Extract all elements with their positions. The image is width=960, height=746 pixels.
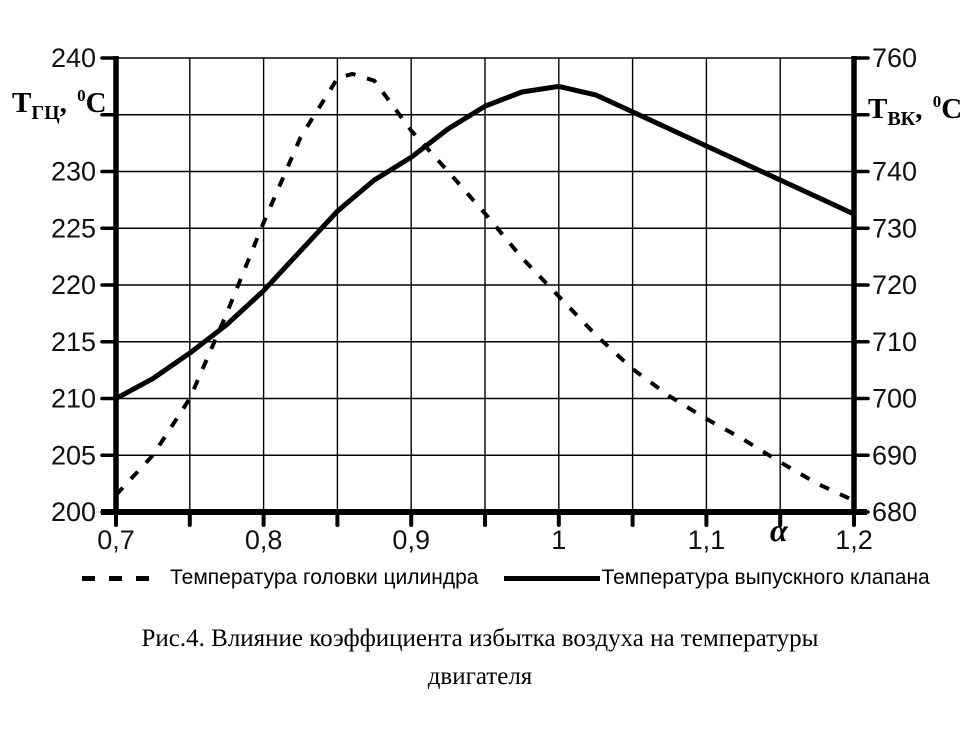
- y-left-tick-label: 225: [51, 213, 96, 243]
- legend-dashed-line-sample: [82, 575, 150, 581]
- right-axis-separator: ,: [915, 93, 930, 125]
- y-right-tick-label: 690: [872, 440, 917, 470]
- x-tick-label: 0,7: [97, 525, 135, 555]
- y-left-tick-label: 220: [51, 270, 96, 300]
- y-left-tick-label: 210: [51, 384, 96, 414]
- x-tick-label: 1: [551, 525, 566, 555]
- x-tick-label: 1,1: [688, 525, 726, 555]
- chart-plot-area: 240 230 225 220 215 210 205 200 760 740 730 720 710 7…: [51, 43, 917, 555]
- x-tick-label: 1,2: [835, 525, 873, 555]
- legend-solid-line-sample: [504, 575, 601, 581]
- right-axis-symbol: Т: [868, 93, 888, 125]
- legend: Температура головки цилиндра Температура…: [82, 566, 930, 590]
- y-left-tick-label: 205: [51, 440, 96, 470]
- left-axis-title: ТГЦ, 0С: [12, 86, 107, 125]
- figure-caption: Рис.4. Влияние коэффициента избытка возд…: [0, 620, 960, 696]
- y-left-tick-label: 215: [51, 327, 96, 357]
- caption-line-2: двигателя: [427, 663, 533, 690]
- series-solid-line: [114, 83, 856, 401]
- left-axis-subscript: ГЦ: [31, 102, 60, 124]
- right-axis-unit: С: [941, 93, 960, 125]
- y-right-tick-label: 740: [872, 157, 917, 187]
- y-right-tick-label: 680: [872, 497, 917, 527]
- y-right-tick-label: 730: [872, 213, 917, 243]
- caption-line-1: Рис.4. Влияние коэффициента избытка возд…: [141, 625, 819, 652]
- left-axis-unit: С: [85, 87, 107, 119]
- x-tick-label: 0,8: [245, 525, 283, 555]
- y-left-tick-label: 200: [51, 497, 96, 527]
- right-axis-degree: 0: [932, 92, 942, 111]
- x-tick-label: 0,9: [392, 525, 430, 555]
- y-right-tick-label: 710: [872, 327, 917, 357]
- y-left-tick-label: 240: [51, 43, 96, 73]
- left-axis-degree: 0: [77, 86, 86, 105]
- left-axis-separator: ,: [59, 87, 75, 119]
- right-axis-subscript: ВК: [887, 108, 916, 130]
- y-right-tick-label: 720: [872, 270, 917, 300]
- legend-label-solid: Температура выпускного клапана: [601, 566, 930, 589]
- y-left-tick-label: 230: [51, 157, 96, 187]
- right-axis-title: ТВК, 0С: [868, 92, 960, 131]
- y-right-tick-label: 760: [872, 43, 917, 73]
- y-right-tick-label: 700: [872, 384, 917, 414]
- left-axis-symbol: Т: [12, 87, 32, 119]
- legend-label-dashed: Температура головки цилиндра: [170, 566, 479, 589]
- x-axis-title: α: [770, 512, 788, 548]
